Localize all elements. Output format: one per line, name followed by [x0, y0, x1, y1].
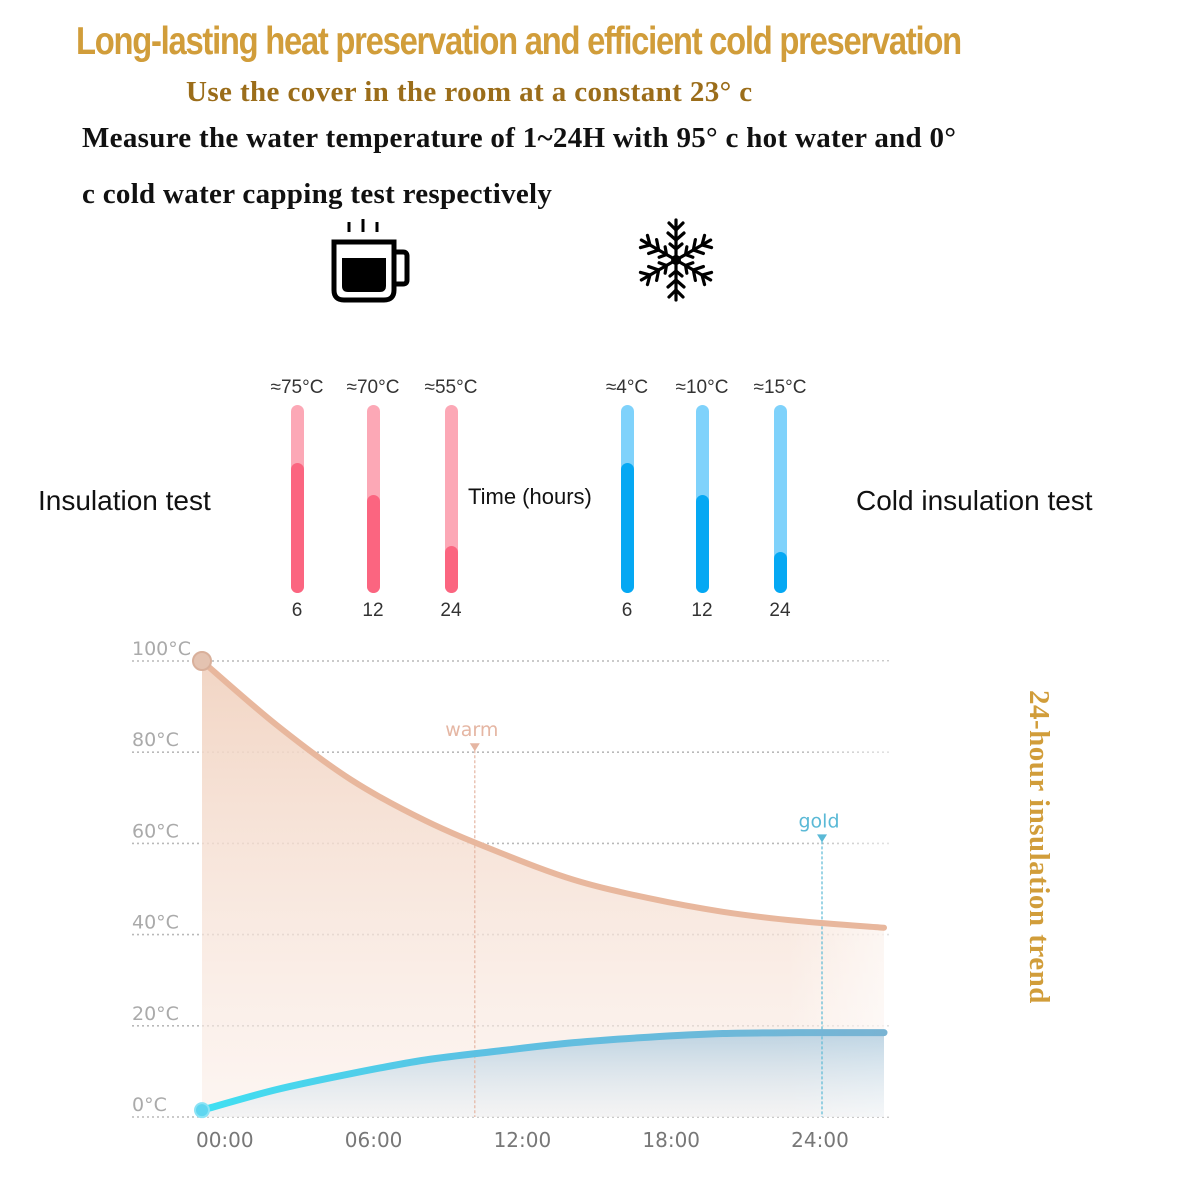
y-tick-label: 60°C	[132, 820, 179, 842]
annotation-arrow-icon	[469, 743, 480, 752]
hot-bar-hour-label: 12	[362, 600, 384, 621]
insulation-trend-chart: 0°C 20°C 40°C 60°C 80°C 100°C 00:00 06:00 12:00 1…	[132, 638, 890, 1152]
x-tick-label: 12:00	[494, 1128, 552, 1152]
hot-curve	[199, 658, 887, 931]
cold-bar-fill	[773, 551, 787, 593]
x-tick-label: 18:00	[642, 1128, 700, 1152]
y-tick-label: 40°C	[132, 912, 179, 934]
cold-area	[202, 1032, 884, 1117]
cold-bar-value-label: ≈10°C	[675, 377, 729, 398]
cold-bar-value-label: ≈4°C	[605, 377, 649, 398]
cold-start-point	[194, 1102, 210, 1119]
y-tick-label: 100°C	[132, 638, 191, 660]
hot-bar-fill	[366, 495, 380, 593]
insulation-test-label: Insulation test	[38, 485, 211, 516]
description-line-1: Measure the water temperature of 1~24H w…	[82, 122, 957, 154]
x-tick-label: 24:00	[791, 1128, 849, 1152]
cold-bar-fill	[695, 495, 709, 593]
page-title: Long-lasting heat preservation and effic…	[76, 20, 962, 63]
hot-bar-value-label: ≈70°C	[346, 377, 400, 398]
cold-bar-fill	[620, 463, 634, 593]
annotation-label-warm: warm	[445, 719, 498, 741]
cold-bar-hour-label: 12	[691, 600, 713, 621]
cold-bar-track	[773, 405, 787, 593]
hot-start-point	[192, 651, 212, 671]
hot-bar-hour-label: 24	[440, 600, 462, 621]
time-hours-label: Time (hours)	[468, 484, 592, 509]
x-tick-label: 06:00	[345, 1128, 403, 1152]
cold-insulation-test-label: Cold insulation test	[856, 485, 1093, 516]
hot-bar-value-label: ≈75°C	[270, 377, 324, 398]
y-tick-label: 0°C	[132, 1094, 167, 1116]
x-tick-label: 00:00	[196, 1128, 254, 1152]
cold-bar-hour-label: 24	[769, 600, 791, 621]
page-subtitle: Use the cover in the room at a constant …	[186, 76, 753, 108]
snowflake-icon	[636, 218, 716, 302]
cold-bar-value-label: ≈15°C	[753, 377, 807, 398]
y-tick-label: 80°C	[132, 729, 179, 751]
hot-bar-value-label: ≈55°C	[424, 377, 478, 398]
annotation-arrow-icon	[817, 834, 827, 843]
hot-bar-hour-label: 6	[291, 600, 303, 621]
annotation-label-gold: gold	[798, 810, 839, 832]
y-tick-label: 20°C	[132, 1003, 179, 1025]
hot-bar-fill	[444, 546, 458, 593]
hot-bar-fill	[290, 463, 304, 593]
description-line-2: c cold water capping test respectively	[82, 178, 553, 210]
cold-bar-hour-label: 6	[621, 600, 633, 621]
cold-curve	[198, 1029, 888, 1114]
hot-coffee-mug-icon	[331, 219, 410, 303]
trend-title: 24-hour insulation trend	[1023, 690, 1055, 1004]
